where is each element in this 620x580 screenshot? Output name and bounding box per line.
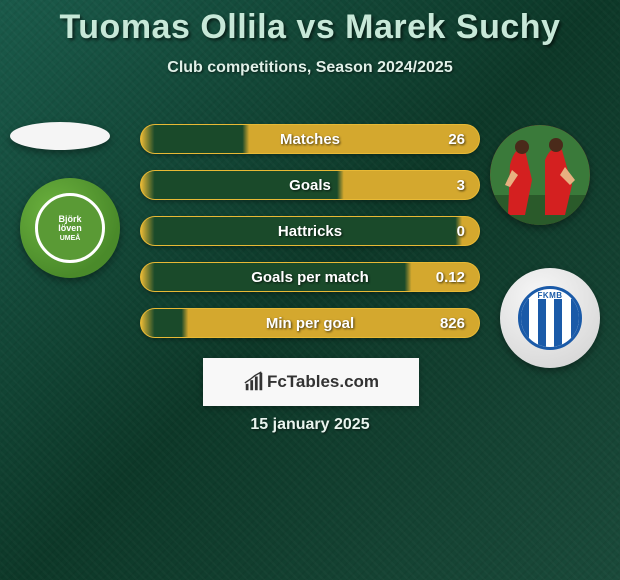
- stat-label: Goals: [289, 177, 331, 194]
- stat-row: Goals per match 0.12: [140, 262, 480, 292]
- page-title: Tuomas Ollila vs Marek Suchy: [0, 8, 620, 47]
- stat-value: 26: [448, 131, 465, 148]
- badge-line: löven: [58, 224, 82, 233]
- players-icon: [490, 125, 590, 225]
- stat-label: Goals per match: [251, 269, 369, 286]
- stat-row: Hattricks 0: [140, 216, 480, 246]
- stat-label: Hattricks: [278, 223, 342, 240]
- fkmb-stripes: [521, 299, 579, 347]
- player2-avatar: [490, 125, 590, 225]
- stat-value: 826: [440, 315, 465, 332]
- player1-avatar-placeholder: [10, 122, 110, 150]
- team1-logo: Björk löven UMEÅ: [20, 178, 120, 278]
- stat-label: Matches: [280, 131, 340, 148]
- team2-logo: FKMB: [500, 268, 600, 368]
- stat-row: Min per goal 826: [140, 308, 480, 338]
- stat-value: 0.12: [436, 269, 465, 286]
- stat-row: Goals 3: [140, 170, 480, 200]
- watermark: FcTables.com: [203, 358, 419, 406]
- stats-container: Matches 26 Goals 3 Hattricks 0 Goals per match…: [140, 124, 480, 354]
- stat-label: Min per goal: [266, 315, 354, 332]
- fkmb-badge: FKMB: [518, 286, 582, 350]
- date-text: 15 january 2025: [0, 416, 620, 434]
- stat-row: Matches 26: [140, 124, 480, 154]
- content-wrapper: Tuomas Ollila vs Marek Suchy Club compet…: [0, 0, 620, 580]
- watermark-text: FcTables.com: [267, 372, 379, 392]
- stat-value: 3: [457, 177, 465, 194]
- badge-line: UMEÅ: [60, 235, 81, 242]
- chart-icon: [243, 371, 265, 393]
- subtitle: Club competitions, Season 2024/2025: [0, 59, 620, 77]
- bjorkloven-badge: Björk löven UMEÅ: [35, 193, 105, 263]
- stat-value: 0: [457, 223, 465, 240]
